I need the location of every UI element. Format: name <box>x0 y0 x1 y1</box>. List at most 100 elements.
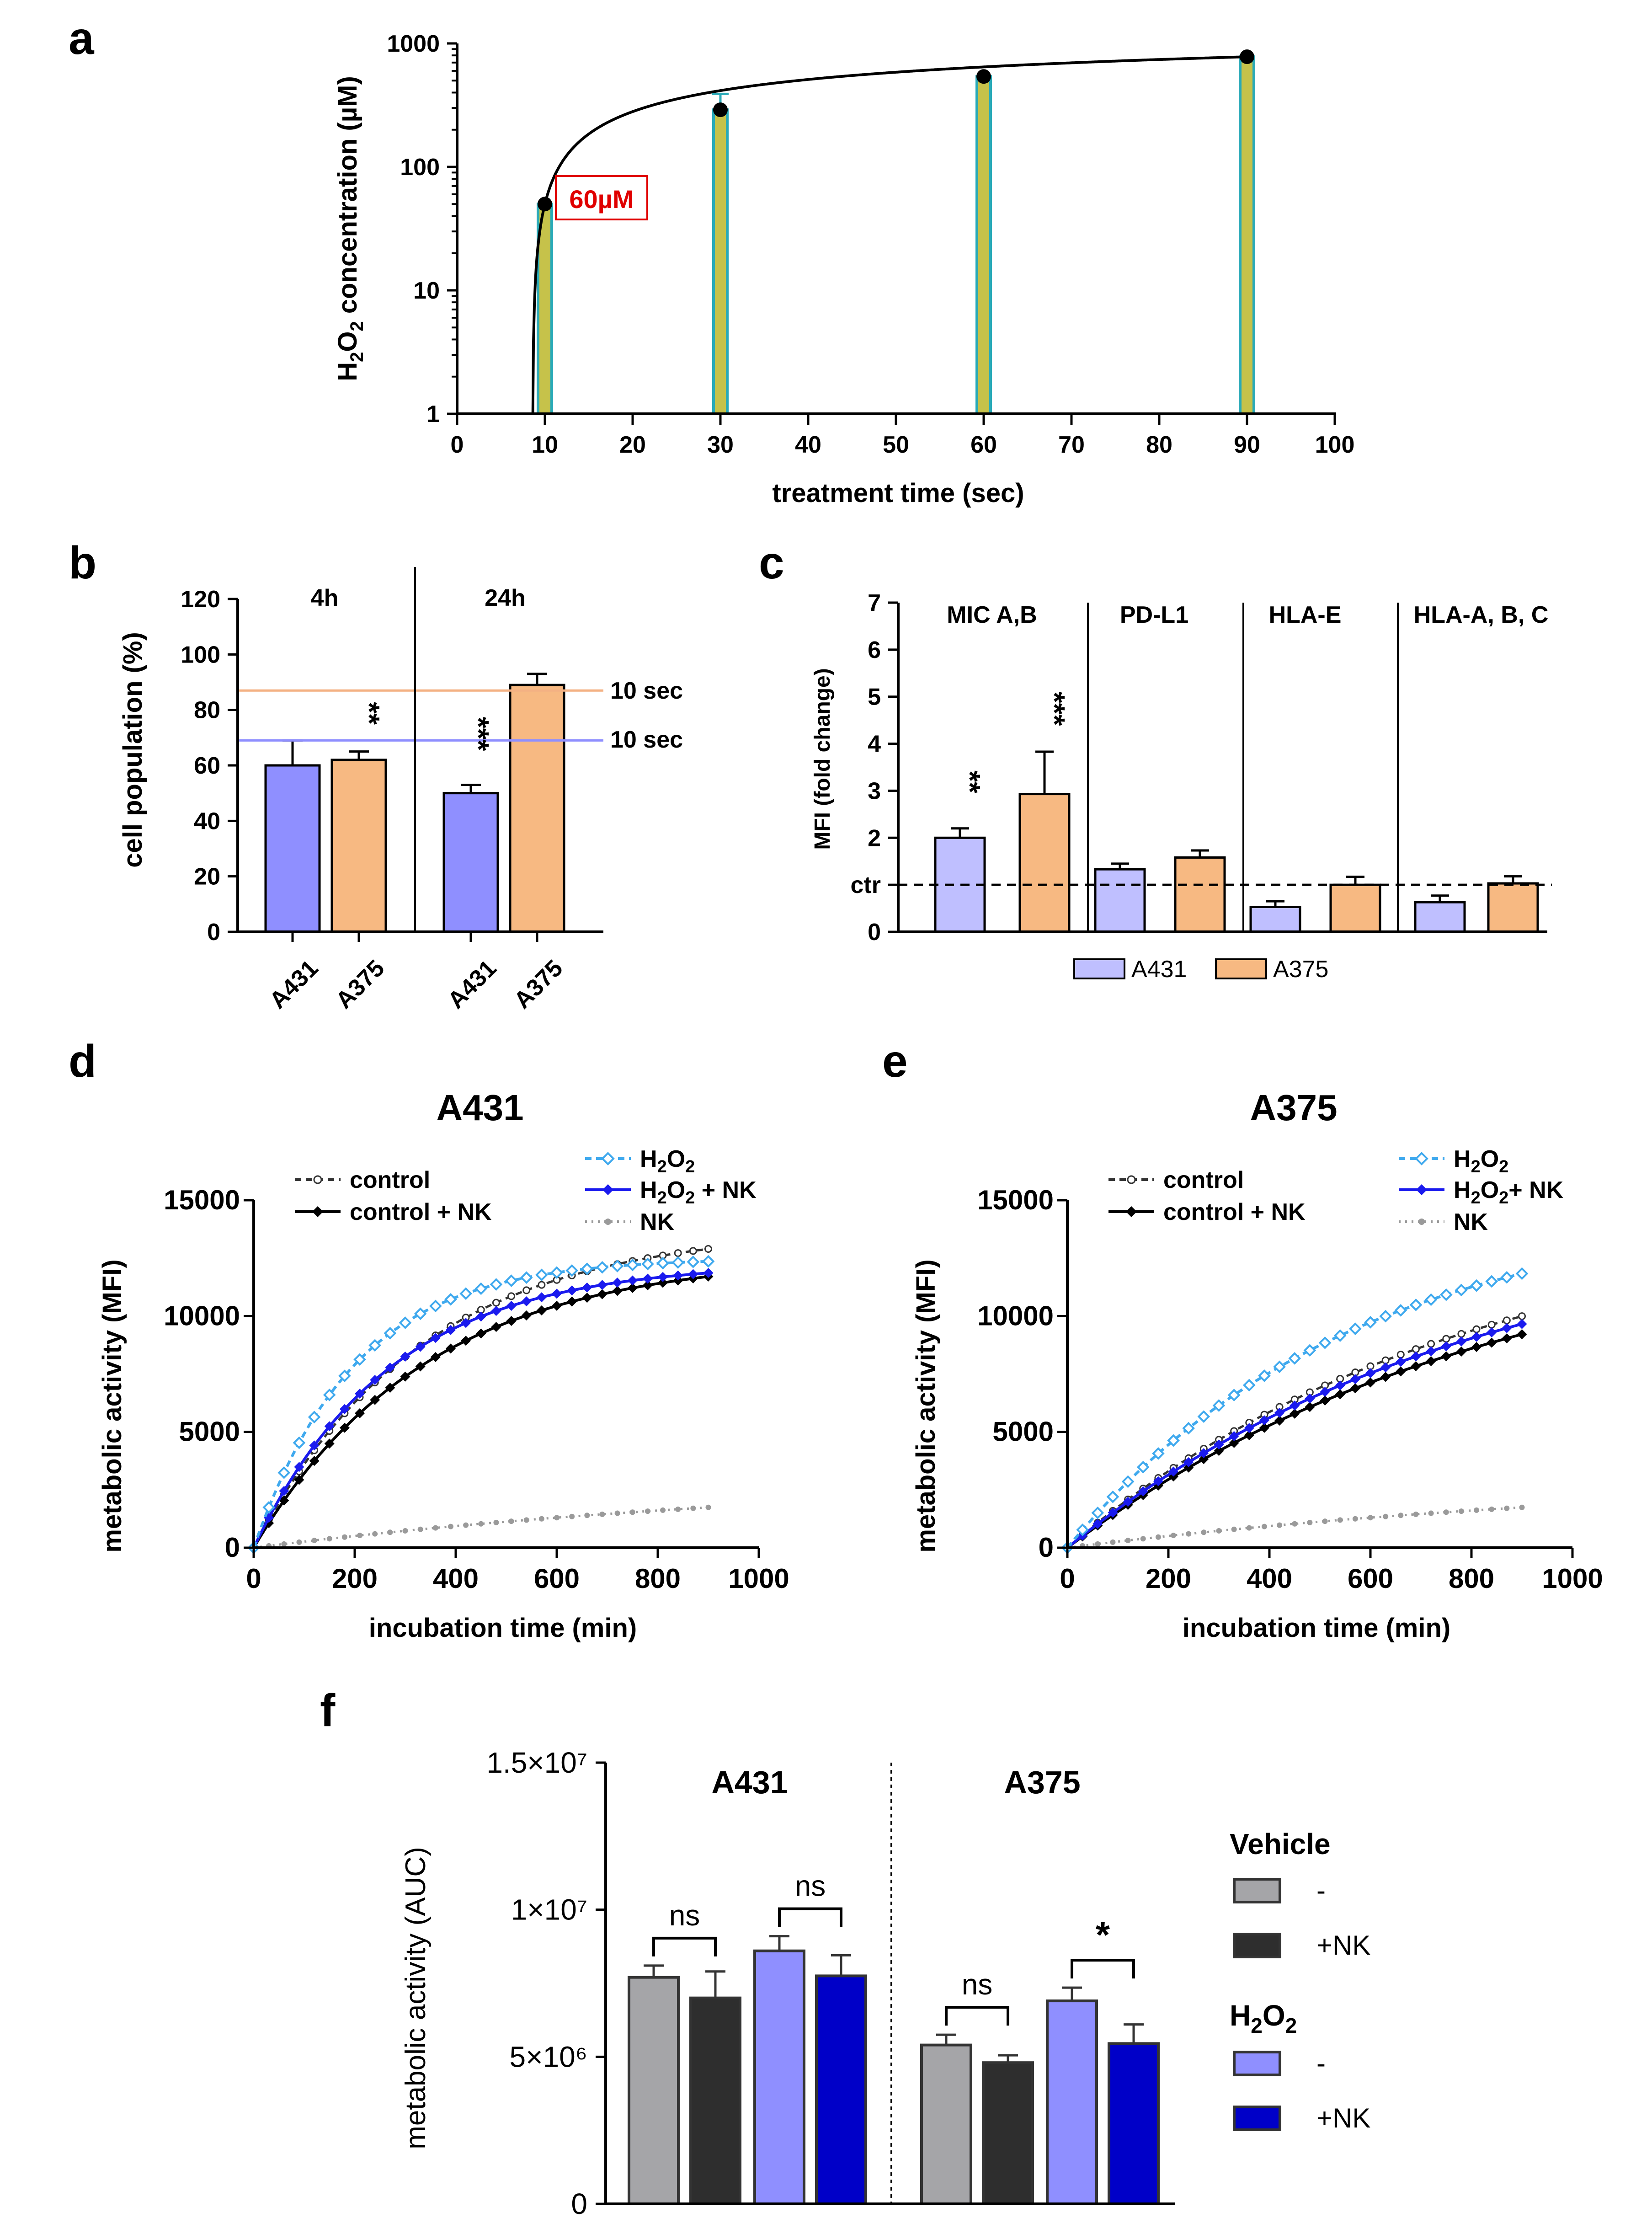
b-sig-a431-24h: *** <box>462 717 495 751</box>
D-plot-marker-1 <box>582 1293 592 1303</box>
D-plot-marker-2 <box>399 1316 412 1329</box>
E-plot-marker-1 <box>1214 1446 1224 1456</box>
c-bar-a375-3 <box>1487 882 1539 933</box>
E-plot-marker-0 <box>1427 1340 1435 1348</box>
D-plot-marker-4 <box>372 1531 378 1537</box>
D-plot-marker-0 <box>689 1247 697 1255</box>
panel-c-plot: 0 ctr 2 3 4 5 6 7 <box>851 590 1552 946</box>
D-plot-marker-1 <box>627 1283 638 1293</box>
panel-a-axes: 1 10 100 1000 0 10 20 30 40 50 60 70 80 90 100 <box>387 31 1354 458</box>
c-group-mic: MIC A,B <box>947 602 1037 628</box>
D-plot-marker-4 <box>357 1533 363 1539</box>
c-ytick-label-3: 3 <box>868 778 881 804</box>
E-plot-marker-4 <box>1383 1513 1389 1519</box>
a-fit-curve-line <box>531 55 1247 414</box>
E-plot-marker-2 <box>1152 1447 1165 1460</box>
c-ytick-label-ctr: ctr <box>851 872 881 898</box>
f-bar-3 <box>815 1974 867 2205</box>
f-legend-vehicle-plus: +NK <box>1316 1930 1370 1961</box>
E-plot-marker-3 <box>1123 1497 1133 1507</box>
b-ytick-label-100: 100 <box>181 641 220 668</box>
annotation-60uM: 60µM <box>569 185 634 214</box>
E-plot-marker-2 <box>1333 1329 1347 1342</box>
D-plot-marker-3 <box>309 1440 320 1451</box>
E-plot-marker-2 <box>1076 1523 1089 1536</box>
f-group-a375: A375 <box>1004 1764 1080 1800</box>
a-xtick-label-80: 80 <box>1146 432 1172 458</box>
f-legend-vehicle-minus: - <box>1316 1875 1326 1906</box>
E-plot-marker-4 <box>1125 1538 1131 1544</box>
E-plot-marker-3 <box>1350 1374 1360 1384</box>
E-plot-marker-2 <box>1288 1352 1301 1365</box>
a-xtick-label-90: 90 <box>1234 432 1260 458</box>
b-cat-a375-24h: A375 <box>509 955 568 1014</box>
panel-a: 1 10 100 1000 0 10 20 30 40 50 60 70 80 90 100 60µM tr… <box>333 31 1354 508</box>
D-plot-marker-4 <box>614 1510 620 1516</box>
D-plot-marker-3 <box>582 1282 592 1293</box>
D-plot-marker-3 <box>567 1285 577 1296</box>
E-plot-marker-4 <box>1398 1513 1404 1518</box>
E-plot-marker-2 <box>1167 1434 1180 1447</box>
E-plot-marker-4 <box>1352 1516 1358 1522</box>
E-plot-marker-3 <box>1502 1323 1512 1333</box>
D-plot-ytick-label-0: 0 <box>225 1532 240 1563</box>
D-plot-marker-4 <box>463 1522 469 1528</box>
E-plot-marker-4 <box>1246 1525 1252 1531</box>
D-plot-legend-marker-3 <box>602 1184 613 1195</box>
D-plot-marker-4 <box>296 1539 302 1545</box>
E-plot-marker-4 <box>1095 1541 1101 1547</box>
E-plot-marker-0 <box>1472 1325 1481 1333</box>
D-plot-marker-0 <box>507 1292 516 1300</box>
E-plot-marker-4 <box>1322 1518 1328 1524</box>
D-plot-legend-marker-2 <box>601 1152 615 1165</box>
D-plot-marker-1 <box>279 1495 289 1506</box>
D-plot-marker-1 <box>642 1280 653 1290</box>
D-plot-marker-3 <box>370 1375 380 1385</box>
a-bar-30s <box>712 108 729 416</box>
E-plot-marker-1 <box>1426 1356 1436 1367</box>
d-legend-h2o2-nk: H2O2 + NK <box>640 1177 757 1208</box>
f-bar-6 <box>1046 1999 1098 2206</box>
D-plot-marker-2 <box>474 1282 488 1295</box>
D-plot-marker-1 <box>324 1438 335 1449</box>
D-plot-marker-2 <box>641 1257 654 1271</box>
E-plot-marker-1 <box>1259 1422 1269 1433</box>
E-plot-marker-2 <box>1500 1271 1513 1284</box>
D-plot-ytick-label-10000: 10000 <box>164 1300 240 1331</box>
D-plot-marker-4 <box>402 1528 408 1534</box>
E-plot-marker-1 <box>1487 1337 1497 1348</box>
E-plot-series-0 <box>1066 1315 1523 1549</box>
D-plot-marker-1 <box>370 1395 380 1405</box>
E-plot-ytick-label-15000: 15000 <box>977 1185 1054 1215</box>
f-legend-h2o2-plus: +NK <box>1316 2103 1370 2133</box>
c-ytick-label-4: 4 <box>868 731 881 758</box>
E-plot-marker-1 <box>1441 1351 1451 1362</box>
E-plot-marker-0 <box>1442 1335 1450 1343</box>
a-xtick-label-0: 0 <box>451 432 464 458</box>
D-plot-marker-1 <box>355 1408 365 1418</box>
E-plot-ytick-label-0: 0 <box>1039 1532 1054 1563</box>
E-plot-marker-2 <box>1349 1322 1362 1335</box>
a-ytick-label-100: 100 <box>400 154 440 181</box>
E-plot-marker-2 <box>1364 1316 1377 1329</box>
c-bar-a431-1 <box>1094 868 1146 933</box>
c-sig-a375: *** <box>1038 692 1071 726</box>
E-plot-marker-3 <box>1168 1466 1179 1477</box>
D-plot-marker-0 <box>674 1249 682 1257</box>
D-plot-marker-1 <box>552 1300 562 1311</box>
e-legend-h2o2: H2O2 <box>1454 1146 1508 1176</box>
E-plot-marker-1 <box>1305 1402 1315 1412</box>
E-plot-marker-2 <box>1485 1275 1498 1288</box>
c-group-hlaabc: HLA-A, B, C <box>1414 602 1549 628</box>
E-plot-marker-1 <box>1335 1389 1345 1400</box>
E-plot-marker-3 <box>1320 1387 1330 1397</box>
E-plot-marker-2 <box>1318 1336 1332 1349</box>
D-plot-marker-4 <box>675 1506 681 1512</box>
E-plot-marker-4 <box>1368 1515 1373 1521</box>
D-plot-marker-1 <box>385 1383 395 1393</box>
E-plot-marker-3 <box>1183 1457 1194 1467</box>
E-plot-marker-3 <box>1290 1400 1300 1411</box>
D-plot-marker-3 <box>536 1292 547 1303</box>
D-plot-marker-1 <box>445 1343 456 1354</box>
D-plot-marker-3 <box>355 1389 365 1399</box>
